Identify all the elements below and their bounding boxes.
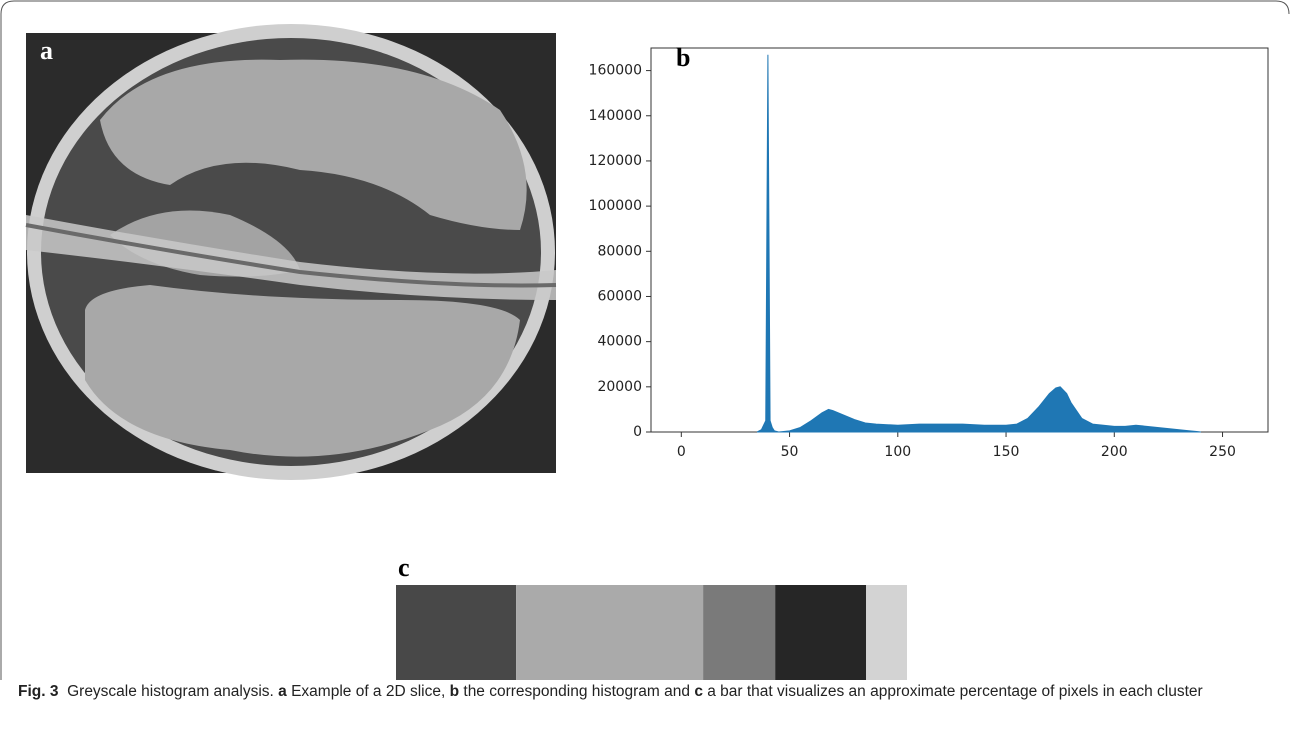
- caption-text: a bar that visualizes an approximate per…: [703, 683, 1203, 700]
- plot-frame: [651, 48, 1268, 432]
- slice-image: [26, 24, 556, 480]
- cluster-segment: [703, 585, 775, 680]
- cluster-segment: [396, 585, 516, 680]
- x-tick-label: 200: [1101, 444, 1128, 460]
- cluster-bar: [396, 585, 907, 680]
- y-tick-label: 60000: [597, 288, 642, 304]
- x-tick-label: 100: [884, 444, 911, 460]
- y-tick-label: 160000: [589, 63, 642, 79]
- panel-label: c: [398, 553, 410, 582]
- cluster-segment: [775, 585, 866, 680]
- page: {"panel_labels": ["a", "b", "c"], "chart…: [0, 0, 1290, 752]
- y-tick-label: 20000: [597, 379, 642, 395]
- caption-text: Fig. 3: [18, 683, 58, 700]
- figure: a 0 20000 40000 60000 80000 100000 120000 14000…: [0, 0, 1290, 680]
- caption-text: a: [278, 683, 287, 700]
- cluster-segment: [866, 585, 907, 680]
- caption-text: Example of a 2D slice,: [287, 683, 450, 700]
- panel-label: a: [40, 36, 53, 65]
- y-tick-label: 120000: [589, 153, 642, 169]
- panel-label: b: [676, 43, 690, 72]
- y-tick-label: 140000: [589, 108, 642, 124]
- y-tick-label: 0: [633, 424, 642, 440]
- x-tick-label: 0: [677, 444, 686, 460]
- caption-text: b: [450, 683, 459, 700]
- y-tick-label: 80000: [597, 243, 642, 259]
- x-tick-label: 50: [781, 444, 799, 460]
- caption-text: c: [694, 683, 703, 700]
- caption: Fig. 3 Greyscale histogram analysis. a E…: [18, 681, 1268, 703]
- y-tick-label: 100000: [589, 198, 642, 214]
- caption-text: Greyscale histogram analysis.: [58, 683, 278, 700]
- caption-text: the corresponding histogram and: [459, 683, 694, 700]
- histogram: 0 20000 40000 60000 80000 100000 120000 140000 1…: [589, 48, 1268, 460]
- x-tick-label: 150: [993, 444, 1020, 460]
- y-tick-label: 40000: [597, 334, 642, 350]
- x-tick-label: 250: [1209, 444, 1236, 460]
- cluster-segment: [516, 585, 703, 680]
